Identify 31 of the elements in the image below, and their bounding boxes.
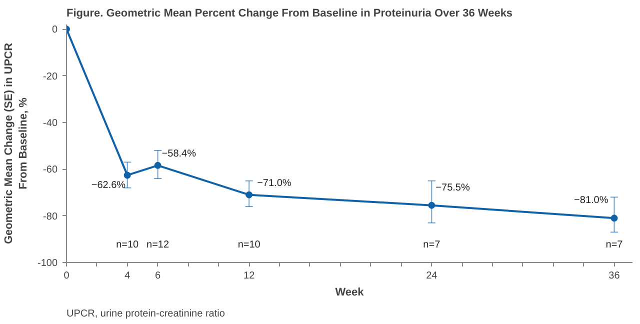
point [246, 191, 253, 198]
data-label: −58.4% [162, 148, 196, 160]
x-tick-label: 24 [426, 270, 438, 282]
point [428, 202, 436, 209]
annotation: n=10 [116, 240, 140, 251]
y-tick-label: -20 [43, 71, 58, 82]
x-tick-label: 12 [244, 270, 256, 282]
y-tick-label: -100 [37, 258, 58, 269]
chart-title: Figure. Geometric Mean Percent Change From Baseline in Proteinuria Over 36 Weeks [66, 8, 513, 20]
annotation: n=12 [146, 240, 170, 251]
annotation: n=7 [606, 240, 624, 251]
x-tick-label: 0 [64, 270, 70, 282]
y-tick-label: -60 [43, 164, 58, 176]
x-tick-label: 36 [608, 270, 620, 282]
text: UPCR, urine protein-creatinine ratio [66, 308, 226, 320]
annotation: n=10 [238, 240, 261, 251]
point [154, 162, 162, 169]
x-tick-label: 6 [155, 270, 162, 282]
x-tick-label: 4 [124, 270, 131, 282]
point [610, 214, 618, 222]
y-tick-label: -40 [43, 118, 58, 129]
data-label: −62.6% [91, 180, 126, 192]
y-tick-label: 0 [52, 24, 58, 36]
y-axis-title: Geometric Mean Change (SE) in UPCR From Baseline, % [3, 42, 30, 244]
point [124, 172, 131, 179]
y-tick-label: -80 [43, 211, 58, 222]
data-label: −81.0% [574, 195, 608, 206]
data-label: −75.5% [436, 182, 470, 194]
x-axis-title: Week [335, 286, 365, 298]
annotation: n=7 [423, 240, 441, 251]
data-label: −71.0% [257, 178, 292, 189]
